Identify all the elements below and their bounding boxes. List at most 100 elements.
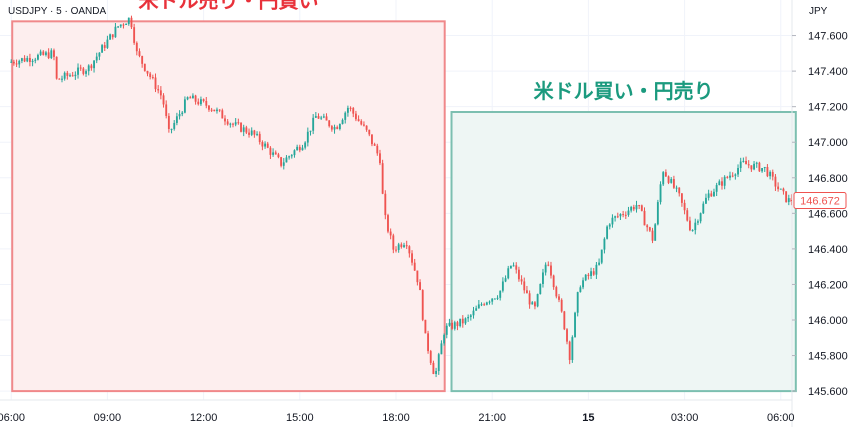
candle: [742, 157, 745, 163]
candle: [149, 71, 152, 80]
candle-body: [218, 109, 221, 111]
candle: [729, 171, 731, 181]
candle: [763, 166, 766, 172]
candle: [512, 262, 515, 267]
candle-body: [643, 210, 646, 226]
candle-body: [314, 116, 317, 118]
candle-body: [480, 304, 483, 306]
candle-body: [403, 245, 405, 247]
candle-body: [584, 274, 587, 281]
candle-body: [205, 100, 208, 106]
candle: [280, 156, 283, 168]
candle-body: [400, 244, 403, 247]
candle-body: [742, 160, 745, 162]
candle-body: [445, 325, 448, 335]
candle-body: [670, 179, 673, 183]
candle-body: [293, 150, 296, 156]
candle-body: [534, 302, 536, 307]
candle: [205, 97, 208, 109]
candle: [151, 74, 154, 80]
candle: [539, 283, 542, 295]
candle-body: [55, 56, 58, 79]
candle-body: [296, 146, 299, 151]
candle-body: [427, 333, 429, 352]
candle: [747, 160, 750, 169]
candle-body: [221, 110, 224, 119]
candle-body: [309, 130, 312, 132]
candle: [739, 157, 742, 172]
candle-body: [69, 75, 71, 77]
candle: [491, 298, 494, 305]
candle: [584, 274, 587, 282]
candle: [488, 300, 491, 305]
candle-body: [210, 109, 213, 111]
candle-body: [664, 172, 667, 177]
candle-body: [34, 59, 37, 61]
candle-body: [229, 123, 232, 125]
candle-body: [552, 275, 555, 288]
candle-body: [20, 58, 23, 61]
candle: [632, 204, 635, 212]
candle-body: [648, 227, 651, 231]
candle-body: [357, 119, 360, 122]
candle: [264, 141, 267, 149]
candle-body: [710, 193, 713, 197]
candle: [611, 214, 614, 228]
candle-body: [721, 181, 723, 186]
candle-body: [26, 57, 29, 62]
candle: [688, 216, 691, 232]
candle-body: [242, 127, 245, 132]
candle-body: [58, 78, 61, 80]
candle-body: [504, 278, 507, 282]
candle-body: [777, 186, 780, 190]
time-tick-label: 15: [582, 412, 594, 424]
candle-body: [726, 176, 729, 178]
candle: [566, 328, 568, 345]
candle: [71, 71, 74, 77]
candle-body: [755, 162, 758, 164]
candle-body: [317, 116, 320, 119]
candle-body: [12, 61, 15, 64]
candle: [103, 41, 106, 52]
candle: [301, 144, 304, 151]
candle: [667, 175, 670, 185]
candle-body: [515, 265, 518, 270]
candle-body: [734, 174, 737, 176]
candle: [379, 149, 381, 166]
price-tick-label: 146.000: [808, 315, 848, 327]
candle: [662, 171, 665, 186]
candle: [592, 267, 595, 276]
candle-body: [528, 293, 531, 305]
candle: [459, 318, 462, 328]
candle-body: [739, 161, 742, 169]
candle: [288, 155, 291, 160]
candle: [493, 298, 496, 300]
candle: [389, 228, 392, 240]
candle-body: [42, 51, 45, 55]
last-price-badge: [793, 192, 847, 210]
candle-body: [421, 290, 424, 320]
candle: [146, 70, 149, 77]
candle: [750, 165, 753, 172]
candle-body: [563, 311, 566, 330]
candle-body: [469, 315, 472, 318]
candle: [181, 110, 184, 117]
candle-body: [699, 213, 702, 222]
candle: [777, 182, 780, 192]
candle-body: [745, 160, 747, 165]
candle: [23, 55, 26, 63]
candle: [15, 59, 18, 68]
candle: [678, 187, 681, 197]
candle-body: [248, 132, 250, 135]
candle: [186, 96, 189, 101]
candle-body: [47, 52, 50, 59]
candle: [101, 43, 104, 53]
candle-body: [790, 198, 793, 202]
candle-body: [464, 318, 467, 324]
candle: [352, 106, 355, 118]
candle-body: [101, 45, 104, 53]
candle: [437, 352, 440, 375]
candle-body: [274, 152, 277, 155]
candle-body: [697, 221, 699, 223]
candle: [269, 146, 272, 159]
